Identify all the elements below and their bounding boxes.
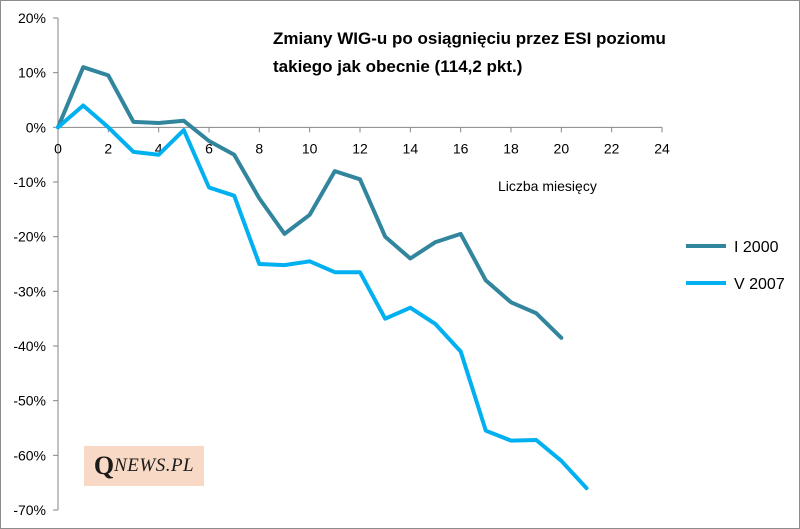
legend: I 2000 V 2007 bbox=[686, 239, 785, 293]
x-tick-label: 12 bbox=[352, 140, 368, 156]
y-tick-label: -70% bbox=[13, 502, 46, 518]
x-tick-label: 0 bbox=[54, 140, 62, 156]
x-tick-label: 22 bbox=[604, 140, 620, 156]
y-tick-label: -50% bbox=[13, 393, 46, 409]
y-tick-label: -30% bbox=[13, 283, 46, 299]
logo-q: Q bbox=[93, 451, 115, 480]
x-tick-label: 16 bbox=[453, 140, 469, 156]
x-tick-label: 2 bbox=[104, 140, 112, 156]
y-tick-label: 20% bbox=[18, 10, 46, 26]
chart-title-line-2: takiego jak obecnie (114,2 pkt.) bbox=[273, 57, 522, 76]
legend-label-1: I 2000 bbox=[734, 239, 779, 256]
x-axis-title: Liczba miesięcy bbox=[498, 178, 597, 194]
qnews-logo: Q NEWS.PL bbox=[84, 446, 204, 486]
y-tick-label: -10% bbox=[13, 174, 46, 190]
x-tick-label: 18 bbox=[503, 140, 519, 156]
x-tick-label: 24 bbox=[654, 140, 670, 156]
series-layer bbox=[56, 65, 589, 491]
series-line-2 bbox=[56, 103, 589, 491]
axes-layer: 20%10%0%-10%-20%-30%-40%-50%-60%-70%0 2 4 6… bbox=[13, 10, 670, 518]
x-tick-label: 14 bbox=[403, 140, 419, 156]
logo-text: NEWS.PL bbox=[114, 455, 195, 476]
y-tick-label: -40% bbox=[13, 338, 46, 354]
x-tick-label: 20 bbox=[554, 140, 570, 156]
text-layer: Zmiany WIG-u po osiągnięciu przez ESI po… bbox=[273, 29, 666, 194]
x-tick-label: 10 bbox=[302, 140, 318, 156]
series-line-1 bbox=[56, 65, 564, 340]
y-tick-label: -20% bbox=[13, 229, 46, 245]
y-tick-label: 0% bbox=[26, 119, 46, 135]
x-tick-label: 8 bbox=[255, 140, 263, 156]
chart-title-line-1: Zmiany WIG-u po osiągnięciu przez ESI po… bbox=[273, 29, 666, 48]
y-tick-label: 10% bbox=[18, 65, 46, 81]
legend-label-2: V 2007 bbox=[734, 276, 785, 293]
x-tick-label: 4 bbox=[155, 140, 163, 156]
x-tick-label: 6 bbox=[205, 140, 213, 156]
y-tick-label: -60% bbox=[13, 447, 46, 463]
